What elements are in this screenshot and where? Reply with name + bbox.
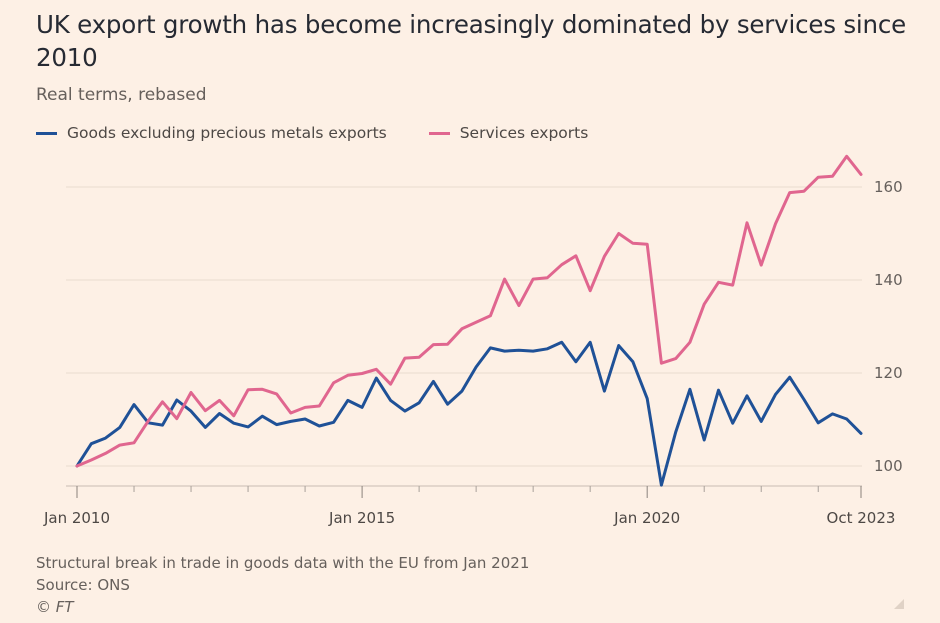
legend-item-services: Services exports	[428, 124, 589, 142]
y-tick-label: 160	[874, 178, 903, 196]
legend-swatch-goods	[36, 131, 57, 135]
series-line-services	[75, 154, 863, 468]
x-tick-label: Oct 2023	[827, 509, 896, 527]
legend-label-services: Services exports	[459, 124, 589, 142]
x-tick-label: Jan 2015	[328, 509, 395, 527]
legend: Goods excluding precious metals exports …	[36, 124, 630, 142]
resize-corner-icon	[894, 599, 904, 609]
footnote: Structural break in trade in goods data …	[36, 554, 530, 572]
y-tick-label: 120	[874, 364, 903, 382]
copyright: © FT	[36, 598, 74, 616]
source-note: Source: ONS	[36, 576, 130, 594]
x-tick-label: Jan 2010	[43, 509, 110, 527]
y-tick-label: 140	[874, 271, 903, 289]
y-tick-label: 100	[874, 457, 903, 475]
legend-label-goods: Goods excluding precious metals exports	[67, 124, 387, 142]
legend-item-goods: Goods excluding precious metals exports	[36, 124, 387, 142]
chart-subtitle: Real terms, rebased	[36, 85, 207, 105]
legend-swatch-services	[428, 131, 450, 135]
series-line-goods	[75, 340, 863, 487]
footer: Structural break in trade in goods data …	[36, 552, 529, 618]
x-tick-label: Jan 2020	[613, 509, 680, 527]
chart-title: UK export growth has become increasingly…	[36, 10, 907, 72]
